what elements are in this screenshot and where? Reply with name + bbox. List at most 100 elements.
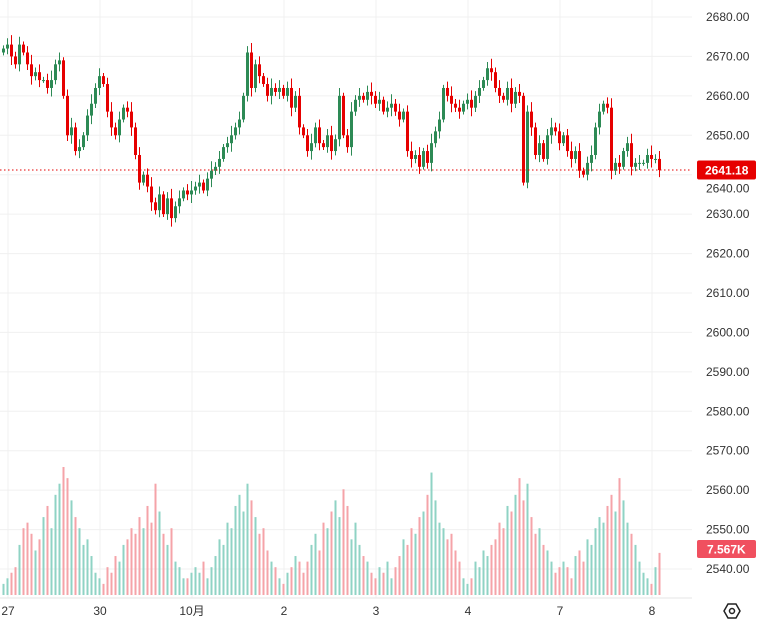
candle-body <box>422 151 425 167</box>
candle-body <box>486 68 489 81</box>
y-tick-label: 2610.00 <box>706 286 750 300</box>
volume-bar <box>214 556 217 595</box>
volume-bar <box>166 544 169 595</box>
candles <box>2 35 661 227</box>
time-axis[interactable]: 27 30 10月 2 3 4 7 8 <box>1 604 655 618</box>
volume-bar <box>58 483 61 595</box>
volume-bar <box>578 550 581 595</box>
volume-bar <box>490 544 493 595</box>
volume-bar <box>338 517 341 595</box>
candle-body <box>78 147 81 152</box>
volume-bar <box>182 578 185 595</box>
volume-bar <box>386 561 389 595</box>
volume-bar <box>146 505 149 595</box>
volume-bar <box>638 561 641 595</box>
settings-icon[interactable] <box>722 601 742 621</box>
volume-bar <box>370 572 373 595</box>
candle-body <box>358 95 361 100</box>
candle-body <box>318 127 321 144</box>
volume-bar <box>602 522 605 595</box>
candle-body <box>386 107 389 112</box>
volume-bar <box>242 511 245 595</box>
volume-bar <box>362 556 365 595</box>
candle-body <box>370 91 373 96</box>
volume-bar <box>350 539 353 595</box>
volume-bar <box>66 478 69 595</box>
candle-body <box>214 166 217 171</box>
candle-body <box>58 60 61 65</box>
price-axis[interactable]: 2680.00 2670.00 2660.00 2650.00 2640.00 2630.… <box>706 10 750 576</box>
candle-body <box>142 174 145 183</box>
volume-bar <box>642 572 645 595</box>
x-tick-label: 4 <box>465 604 472 618</box>
volume-bar <box>566 567 569 595</box>
candle-body <box>642 162 645 164</box>
candle-body <box>110 111 113 128</box>
candle-body <box>578 151 581 171</box>
volume-bar <box>658 552 661 595</box>
volume-bar <box>14 567 17 595</box>
volume-bar <box>290 567 293 595</box>
volume-bar <box>358 544 361 595</box>
candle-body <box>282 87 285 96</box>
volume-bar <box>102 583 105 595</box>
candle-body <box>434 131 437 144</box>
candle-body <box>602 103 605 112</box>
y-tick-label: 2680.00 <box>706 10 750 24</box>
volume-bar <box>154 483 157 595</box>
volume-bar <box>158 511 161 595</box>
volume-bar <box>46 505 49 595</box>
y-tick-label: 2570.00 <box>706 444 750 458</box>
x-tick-label: 2 <box>281 604 288 618</box>
candle-body <box>542 143 545 159</box>
volume-bar <box>470 578 473 595</box>
volume-bar <box>502 528 505 595</box>
volume-bar <box>258 533 261 595</box>
volume-bar <box>206 578 209 595</box>
volume-bar <box>274 567 277 595</box>
x-tick-label: 27 <box>1 604 15 618</box>
volume-bar <box>126 539 129 595</box>
candle-body <box>266 84 269 96</box>
candle-body <box>274 87 277 92</box>
candle-body <box>138 155 141 183</box>
volume-bar <box>606 505 609 595</box>
candle-body <box>230 135 233 144</box>
volume-bar <box>534 533 537 595</box>
candle-body <box>650 155 653 159</box>
volume-bar <box>330 511 333 595</box>
volume-bar <box>134 533 137 595</box>
volume-bar <box>98 578 101 595</box>
candle-body <box>118 119 121 136</box>
candle-body <box>342 95 345 136</box>
candle-body <box>226 143 229 148</box>
candle-body <box>126 107 129 112</box>
candle-body <box>494 72 497 88</box>
volume-bar <box>482 550 485 595</box>
candle-body <box>326 135 329 148</box>
volume-bar <box>278 578 281 595</box>
volume-bar <box>2 583 5 595</box>
candle-body <box>378 99 381 104</box>
candle-body <box>242 95 245 120</box>
candle-body <box>62 60 65 96</box>
candle-body <box>530 111 533 128</box>
volume-bar <box>510 511 513 595</box>
candle-body <box>322 143 325 148</box>
volume-bar <box>130 528 133 595</box>
candle-body <box>594 127 597 155</box>
candle-body <box>538 143 541 155</box>
candle-body <box>106 84 109 112</box>
candle-body <box>402 111 405 120</box>
volume-bar <box>590 544 593 595</box>
candle-body <box>162 194 165 215</box>
last-price-label: 2641.18 <box>705 164 749 178</box>
volume-bar <box>170 528 173 595</box>
y-tick-label: 2560.00 <box>706 483 750 497</box>
volume-bar <box>198 572 201 595</box>
volume-bar <box>162 533 165 595</box>
volume-bar <box>454 550 457 595</box>
candle-body <box>74 127 77 152</box>
x-tick-label: 3 <box>373 604 380 618</box>
